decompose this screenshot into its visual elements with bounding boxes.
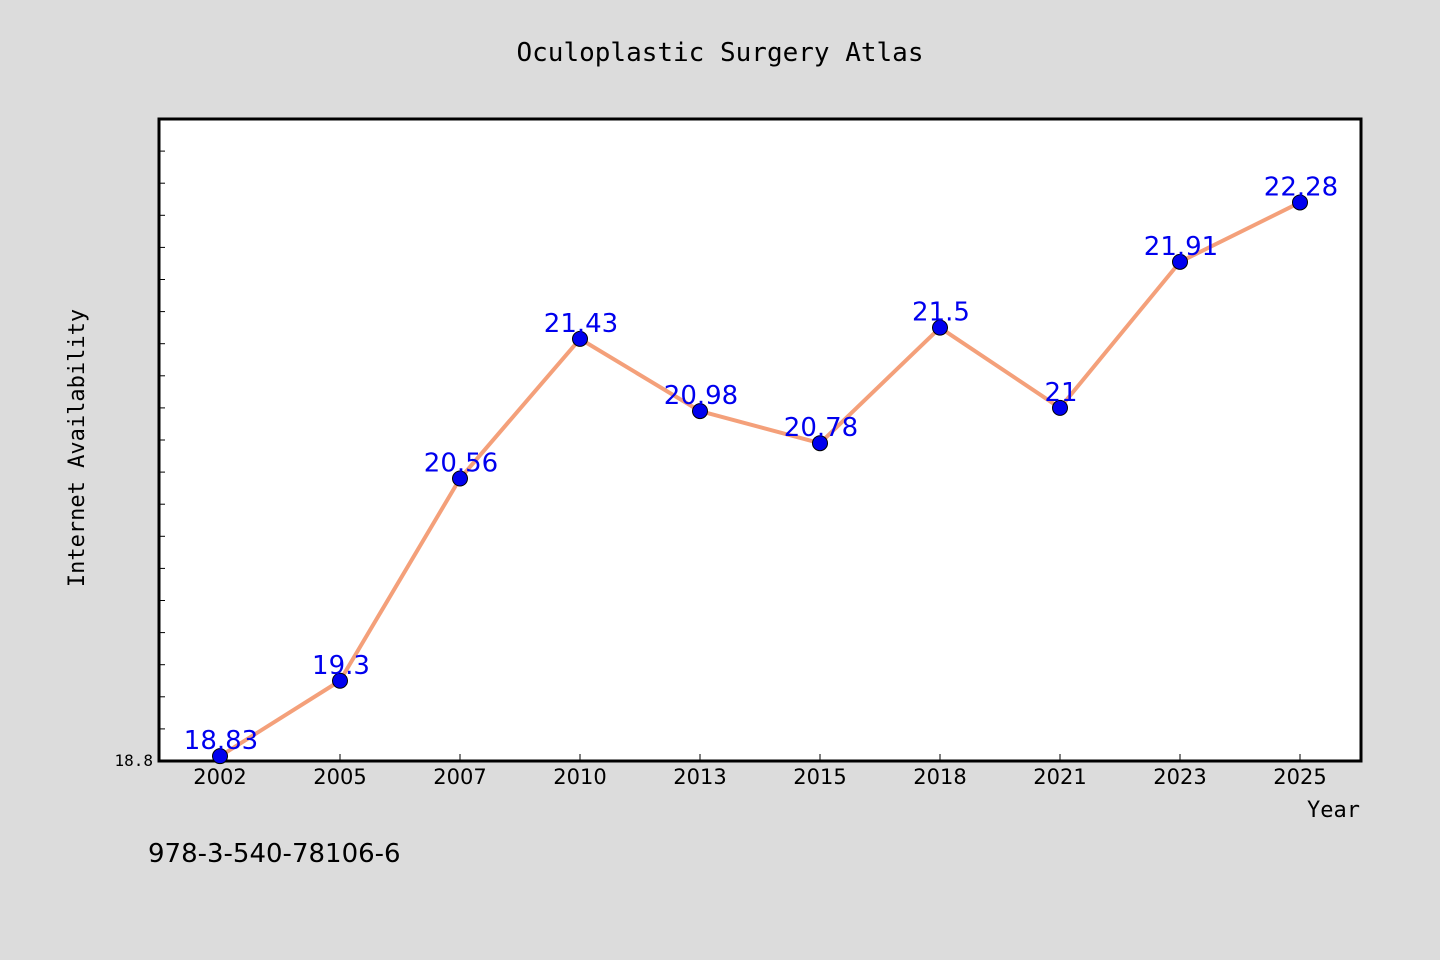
x-axis-ticks: 2002 2005 2007 2010 2013 2015 2018 2021 2023 2025 [193,754,1327,789]
data-point [812,435,828,452]
x-tick-label: 2005 [313,765,366,789]
y-axis-ticks [159,118,165,762]
series-group: 18.83 19.3 20.56 21.43 20.98 20.78 21.5 21 21.91… [184,172,1338,765]
x-tick-label: 2007 [433,765,486,789]
data-label: 20.78 [784,413,858,443]
x-tick-label: 2025 [1273,765,1326,789]
isbn-text: 978-3-540-78106-6 [148,839,401,869]
x-tick-label: 2015 [793,765,846,789]
data-label: 21 [1044,378,1077,408]
data-label: 19.3 [312,651,370,681]
data-point [572,330,588,347]
data-label: 21.43 [544,309,618,339]
y-axis-label: Internet Availability [65,309,90,587]
chart-title: Oculoplastic Surgery Atlas [517,38,924,68]
data-label: 22.28 [1264,172,1338,202]
data-label: 20.98 [664,381,738,411]
x-tick-label: 2018 [913,765,966,789]
data-label: 21.5 [912,298,970,328]
x-tick-label: 2021 [1033,765,1086,789]
data-point [1292,194,1308,211]
data-point [1172,253,1188,270]
data-point [452,470,468,487]
data-point [212,748,228,765]
x-tick-label: 2010 [553,765,606,789]
plot-area [157,117,1363,763]
data-point [692,403,708,420]
data-label: 18.83 [184,726,258,756]
data-label: 21.91 [1144,232,1218,262]
x-tick-label: 2002 [193,765,246,789]
x-axis-label: Year [1307,798,1360,823]
x-tick-label: 2023 [1153,765,1206,789]
series-line [218,200,1301,758]
data-label: 20.56 [424,449,498,479]
data-point [332,672,348,689]
data-point [1052,399,1068,416]
y-tick-label: 18.8 [114,751,153,770]
data-point [932,319,948,336]
x-tick-label: 2013 [673,765,726,789]
